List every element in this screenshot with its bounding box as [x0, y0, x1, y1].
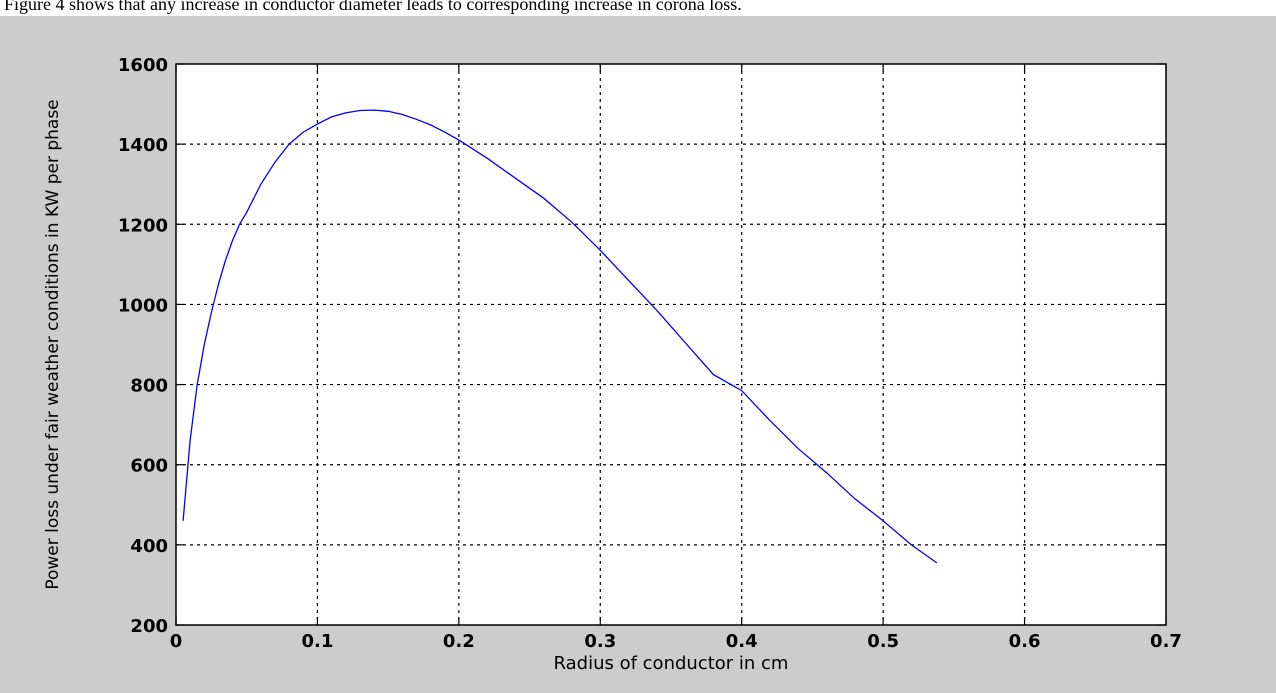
- x-axis-label: Radius of conductor in cm: [554, 653, 789, 674]
- x-tick-label: 0.5: [867, 631, 899, 652]
- y-tick-labels: 200 400 600 800 1000 1200 1400 1600: [118, 55, 168, 637]
- y-tick-label: 1400: [118, 135, 168, 156]
- y-axis-label: Power loss under fair weather conditions…: [43, 99, 63, 589]
- axis-ticks: [175, 63, 1167, 626]
- y-tick-label: 1200: [118, 215, 168, 236]
- plot-area: [175, 63, 1167, 626]
- x-tick-label: 0.7: [1150, 631, 1182, 652]
- x-tick-label: 0.6: [1009, 631, 1041, 652]
- x-tick-label: 0: [170, 631, 183, 652]
- y-tick-label: 1000: [118, 295, 168, 316]
- series-line: [182, 109, 938, 564]
- x-tick-label: 0.1: [301, 631, 333, 652]
- figure-caption: Figure 4 shows that any increase in cond…: [4, 0, 742, 14]
- y-tick-label: 1600: [118, 55, 168, 76]
- x-tick-labels: 0 0.1 0.2 0.3 0.4 0.5 0.6 0.7: [170, 631, 1182, 652]
- grid-lines: [176, 64, 1166, 625]
- y-tick-label: 200: [130, 616, 168, 637]
- y-tick-label: 400: [130, 536, 168, 557]
- data-series: [182, 109, 938, 564]
- y-tick-label: 600: [130, 456, 168, 477]
- figure-panel: 0 0.1 0.2 0.3 0.4 0.5 0.6 0.7 200 400 600 800 1000 1…: [0, 16, 1276, 693]
- x-tick-label: 0.3: [584, 631, 616, 652]
- x-tick-label: 0.2: [443, 631, 475, 652]
- line-chart: 0 0.1 0.2 0.3 0.4 0.5 0.6 0.7 200 400 600 800 1000 1…: [43, 55, 1182, 674]
- x-tick-label: 0.4: [726, 631, 758, 652]
- y-tick-label: 800: [130, 376, 168, 397]
